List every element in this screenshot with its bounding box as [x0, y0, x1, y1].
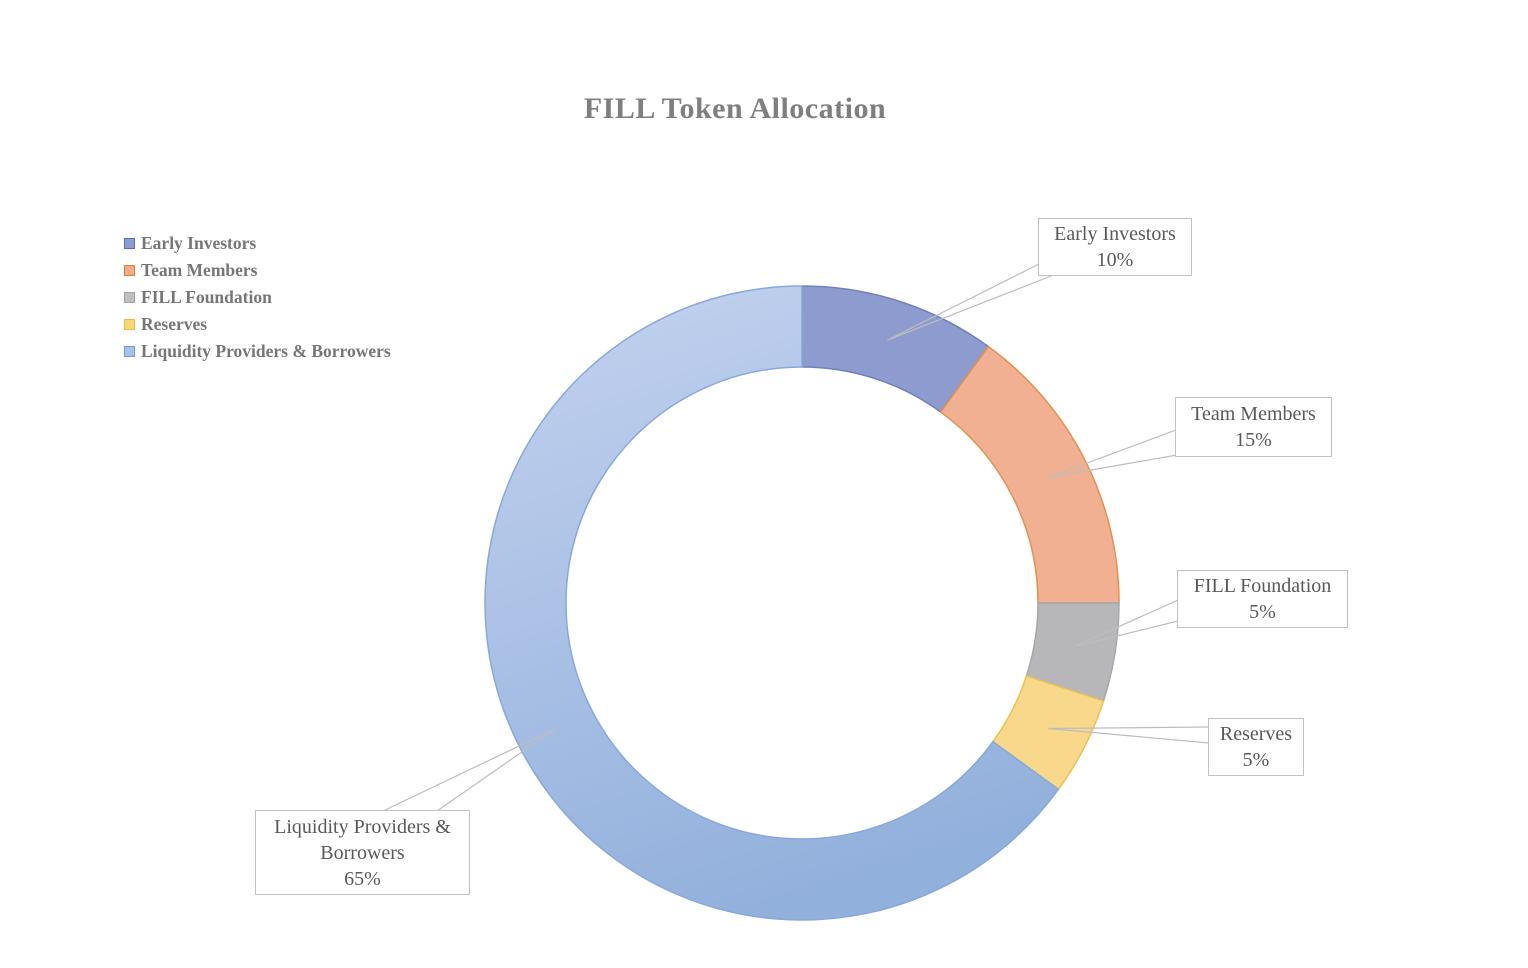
- callout-value: 65%: [344, 867, 381, 890]
- callout-liquidity-providers: Liquidity Providers & Borrowers 65%: [255, 810, 470, 895]
- legend-label: FILL Foundation: [141, 287, 272, 307]
- callout-fill-foundation: FILL Foundation 5%: [1177, 570, 1348, 628]
- leader-line-early-investors: [887, 270, 1065, 341]
- leader-line-team-members: [1048, 429, 1177, 479]
- leader-line-reserves: [1048, 726, 1210, 730]
- slice-team-members: [939, 345, 1120, 604]
- legend-label: Reserves: [141, 314, 208, 334]
- legend-item-reserves: Reserves: [124, 311, 391, 338]
- callout-reserves: Reserves 5%: [1208, 718, 1304, 776]
- legend-item-early-investors: Early Investors: [124, 230, 391, 257]
- chart-title: FILL Token Allocation: [583, 92, 887, 125]
- legend-swatch-early-investors: [124, 238, 135, 249]
- legend-swatch-team-members: [124, 265, 135, 276]
- legend-label: Early Investors: [141, 233, 257, 253]
- callout-label: Team Members: [1191, 403, 1316, 425]
- callout-label: FILL Foundation: [1193, 575, 1332, 597]
- slice-liquidity-providers-and-borrowers: [484, 285, 1060, 921]
- leader-line-fill-foundation: [1074, 599, 1179, 647]
- leader-line-fill-foundation: [1074, 620, 1179, 647]
- legend-item-liquidity-providers: Liquidity Providers & Borrowers: [124, 338, 391, 365]
- legend-swatch-fill-foundation: [124, 292, 135, 303]
- legend-item-fill-foundation: FILL Foundation: [124, 284, 391, 311]
- legend-swatch-liquidity-providers: [124, 346, 135, 357]
- legend-label: Liquidity Providers & Borrowers: [141, 341, 391, 361]
- callout-team-members: Team Members 15%: [1175, 397, 1332, 457]
- callout-value: 5%: [1242, 749, 1270, 771]
- legend-label: Team Members: [141, 260, 258, 280]
- callout-value: 5%: [1249, 601, 1276, 623]
- legend: Early Investors Team Members FILL Founda…: [124, 230, 391, 365]
- callout-label: Reserves: [1219, 723, 1293, 745]
- callout-label: Liquidity Providers & Borrowers: [274, 815, 451, 864]
- callout-label: Early Investors: [1054, 223, 1176, 245]
- leader-line-liquidity-providers-and-borrowers: [436, 728, 556, 812]
- leader-line-reserves: [1048, 727, 1210, 744]
- callout-early-investors: Early Investors 10%: [1038, 218, 1192, 276]
- callout-value: 10%: [1096, 249, 1134, 271]
- leader-line-team-members: [1048, 454, 1178, 479]
- legend-swatch-reserves: [124, 319, 135, 330]
- legend-item-team-members: Team Members: [124, 257, 391, 284]
- callout-value: 15%: [1235, 429, 1272, 451]
- leader-line-liquidity-providers-and-borrowers: [382, 727, 556, 812]
- leader-line-early-investors: [887, 262, 1042, 341]
